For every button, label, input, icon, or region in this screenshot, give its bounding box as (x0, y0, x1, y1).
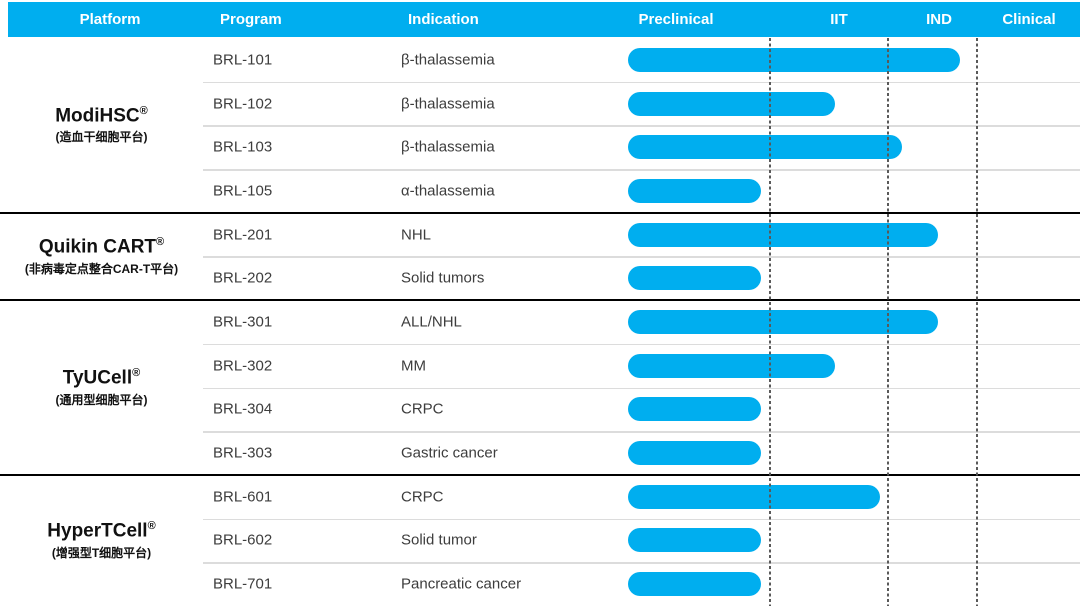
pipeline-bar (628, 135, 902, 160)
platform-name: Quikin CART® (38, 236, 165, 258)
row-separator (203, 518, 1080, 521)
registered-mark: ® (132, 367, 141, 380)
row-separator (203, 125, 1080, 127)
program-cell: BRL-103 (213, 138, 273, 156)
row-separator (203, 431, 1080, 433)
pipeline-bar (628, 528, 761, 553)
indication-cell: Solid tumors (401, 269, 485, 287)
pipeline-bar (628, 484, 880, 509)
row-separator (203, 387, 1080, 389)
indication-cell: CRPC (401, 488, 444, 506)
header-stage-preclinical: Preclinical (638, 11, 714, 28)
table-row: BRL-302 MM (0, 343, 1080, 388)
header-stage-ind: IND (926, 11, 952, 28)
indication-cell: Pancreatic cancer (401, 575, 522, 593)
indication-cell: α-thalassemia (401, 182, 495, 200)
program-cell: BRL-202 (213, 269, 273, 287)
header-stage-clinical: Clinical (1002, 11, 1056, 28)
program-cell: BRL-201 (213, 226, 273, 244)
table-row: BRL-201 NHL (0, 213, 1080, 257)
table-row: BRL-303 Gastric cancer (0, 431, 1080, 475)
indication-cell: ALL/NHL (401, 313, 462, 331)
indication-cell: NHL (401, 226, 432, 244)
table-row: BRL-701 Pancreatic cancer (0, 562, 1080, 606)
table-row: BRL-601 CRPC (0, 475, 1080, 519)
group-divider (0, 473, 1080, 477)
group-divider (0, 211, 1080, 214)
platform-subtitle: (增强型T细胞平台) (51, 545, 152, 560)
program-cell: BRL-601 (213, 488, 273, 506)
pipeline-table: BRL-101 β-thalassemia BRL-102 β-thalasse… (0, 38, 1080, 606)
table-row: BRL-105 α-thalassemia (0, 169, 1080, 213)
registered-mark: ® (139, 104, 148, 117)
pipeline-bar (628, 353, 835, 378)
indication-cell: β-thalassemia (401, 51, 495, 69)
platform-subtitle: (通用型细胞平台) (55, 392, 148, 407)
table-row: BRL-304 CRPC (0, 387, 1080, 432)
program-cell: BRL-701 (213, 575, 273, 593)
stage-boundary-ind (887, 38, 889, 606)
header-platform: Platform (79, 11, 141, 28)
indication-cell: MM (401, 357, 426, 375)
group-divider (0, 298, 1080, 302)
program-cell: BRL-602 (213, 531, 273, 549)
platform-name: TyUCell® (62, 367, 141, 389)
pipeline-bar (628, 178, 761, 203)
program-cell: BRL-303 (213, 444, 273, 462)
program-cell: BRL-304 (213, 400, 273, 418)
pipeline-bar (628, 47, 960, 72)
pipeline-bar (628, 441, 761, 466)
program-cell: BRL-105 (213, 182, 273, 200)
header-program: Program (220, 11, 282, 28)
stage-boundary-iit (769, 38, 771, 606)
row-separator (203, 343, 1080, 346)
program-cell: BRL-302 (213, 357, 273, 375)
platform-cell-tyucell: TyUCell® (通用型细胞平台) (0, 300, 203, 475)
indication-cell: Solid tumor (401, 531, 477, 549)
pipeline-bar (628, 266, 761, 291)
platform-cell-modihsc: ModiHSC® (造血干细胞平台) (0, 38, 203, 212)
platform-subtitle: (非病毒定点整合CAR-T平台) (24, 261, 179, 276)
platform-cell-hypertcell: HyperTCell® (增强型T细胞平台) (0, 475, 203, 606)
stage-boundary-clinical (976, 38, 978, 606)
program-cell: BRL-301 (213, 313, 273, 331)
table-row: BRL-602 Solid tumor (0, 518, 1080, 563)
table-row: BRL-103 β-thalassemia (0, 125, 1080, 169)
row-separator (203, 81, 1080, 84)
table-row: BRL-102 β-thalassemia (0, 81, 1080, 126)
header-indication: Indication (408, 11, 479, 28)
pipeline-bar (628, 397, 761, 422)
header-stage-iit: IIT (830, 11, 848, 28)
registered-mark: ® (156, 236, 165, 249)
program-cell: BRL-102 (213, 95, 273, 113)
header-band: Platform Program Indication Preclinical … (8, 2, 1080, 37)
pipeline-bar (628, 309, 938, 334)
platform-cell-quikin-cart: Quikin CART® (非病毒定点整合CAR-T平台) (0, 213, 203, 300)
pipeline-bar (628, 222, 938, 247)
platform-name: ModiHSC® (55, 104, 148, 127)
row-separator (203, 256, 1080, 258)
table-row: BRL-101 β-thalassemia (0, 38, 1080, 82)
platform-name: HyperTCell® (47, 520, 156, 542)
pipeline-bar (628, 572, 761, 597)
row-separator (203, 562, 1080, 564)
indication-cell: β-thalassemia (401, 138, 495, 156)
indication-cell: β-thalassemia (401, 95, 495, 113)
table-row: BRL-301 ALL/NHL (0, 300, 1080, 344)
indication-cell: Gastric cancer (401, 444, 498, 462)
platform-subtitle: (造血干细胞平台) (55, 130, 148, 145)
pipeline-bar (628, 91, 835, 116)
table-row: BRL-202 Solid tumors (0, 256, 1080, 300)
program-cell: BRL-101 (213, 51, 273, 69)
registered-mark: ® (147, 520, 156, 533)
indication-cell: CRPC (401, 400, 444, 418)
row-separator (203, 169, 1080, 171)
